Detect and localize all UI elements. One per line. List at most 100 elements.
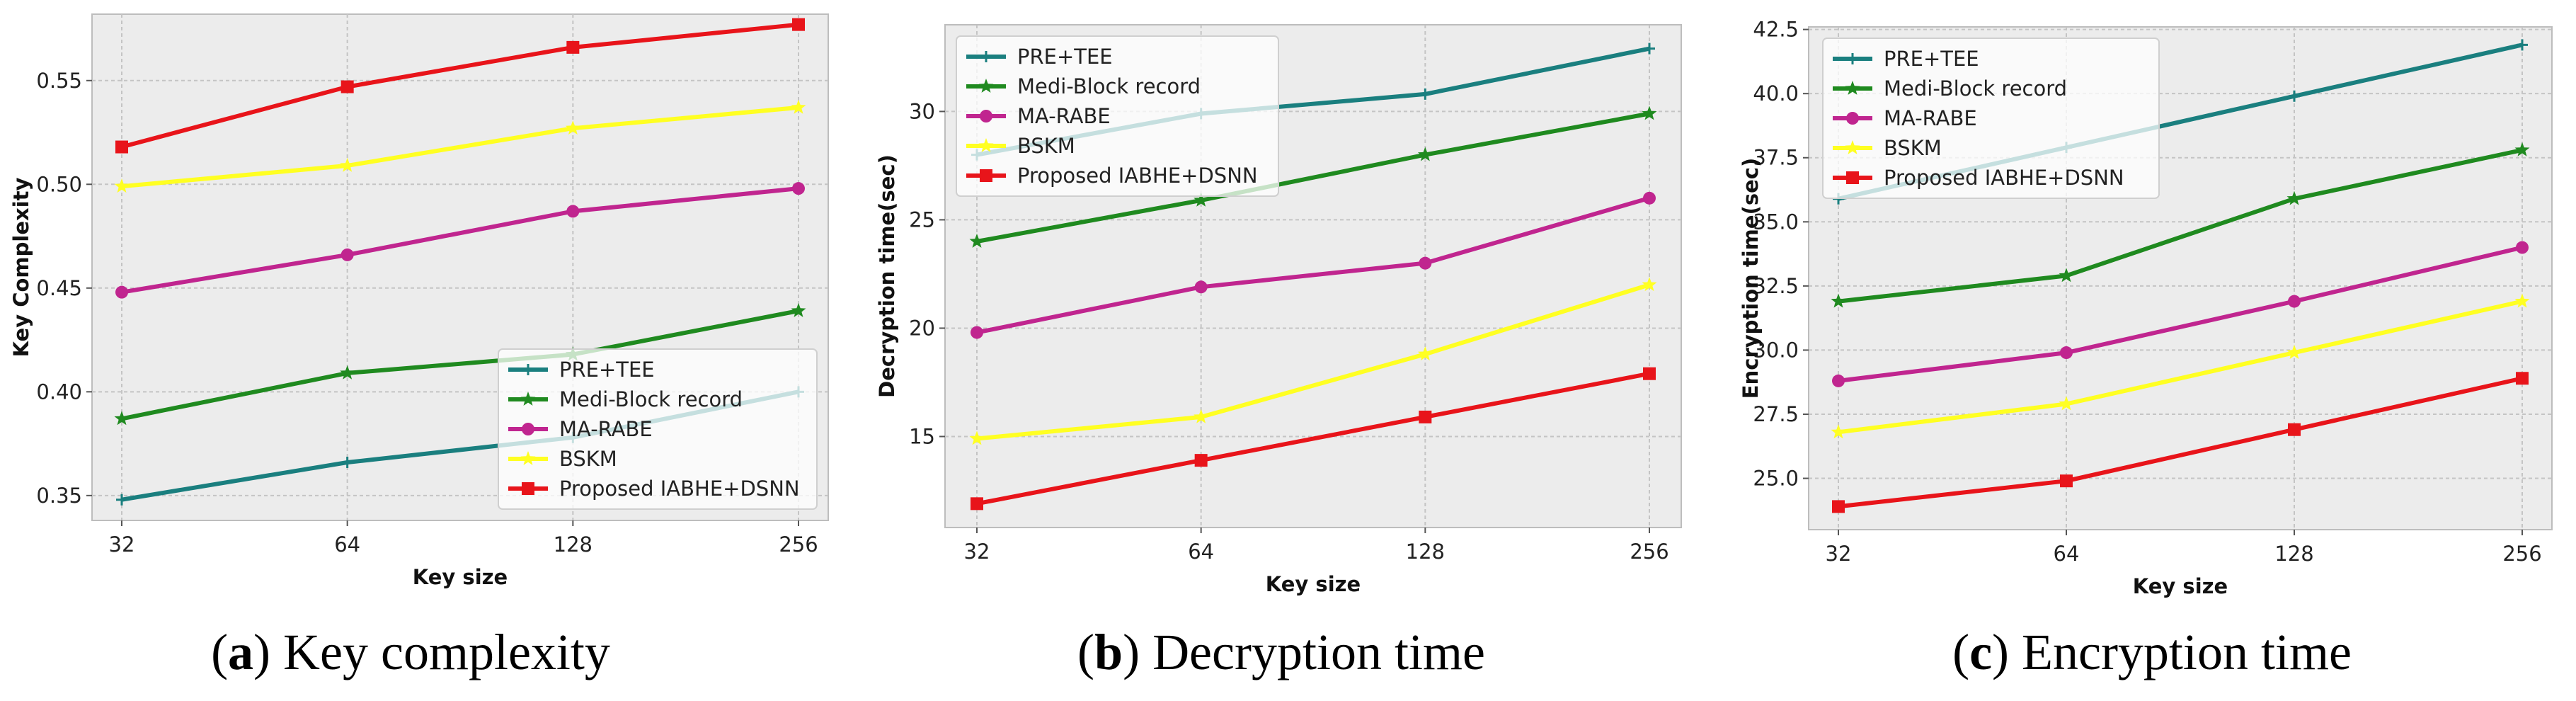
chart-panel-3: 25.0 27.5 30.0 32.5 35.0 37.5 40.0 42.5 32 64 128 2… [1739,18,2553,598]
data-point [340,80,354,93]
series-line-5 [121,22,799,149]
x-tick-label: 64 [1188,540,1214,564]
data-point [1832,500,1845,513]
series-line-2 [976,111,1650,244]
data-point [1643,191,1656,205]
data-point [792,18,805,31]
data-point [340,157,355,172]
data-point [1419,88,1431,100]
data-point [2060,474,2073,488]
data-point [116,494,127,506]
data-point [1831,424,1846,439]
legend-marker [520,392,536,406]
y-tick-label: 42.5 [1753,18,1799,42]
x-axis-label: Key size [1266,572,1361,596]
legend-label: Proposed IABHE+DSNN [559,477,800,501]
legend-box [498,348,818,510]
y-tick-label: 0.45 [36,276,82,300]
data-point [114,411,130,426]
series-line-3 [1838,245,2523,383]
data-point [115,285,128,299]
legend-label: BSKM [1017,134,1075,158]
legend-marker [978,138,994,152]
x-tick-label: 32 [109,532,135,557]
data-point [2517,39,2528,51]
legend-label: PRE+TEE [1017,45,1113,69]
legend: PRE+TEE Medi-Block record MA-RABE BSKM Propo… [956,35,1279,197]
data-point [1831,293,1846,308]
legend-label: MA-RABE [1017,104,1111,128]
series-line-3 [976,195,1650,335]
data-point [791,99,806,114]
legend-marker [1847,53,1858,64]
data-point [971,497,983,511]
y-tick-label: 0.55 [36,69,82,93]
x-tick-label: 128 [1406,540,1445,564]
data-point [114,178,130,193]
series-line-2 [1838,147,2523,304]
legend-label: PRE+TEE [1884,47,1979,71]
x-tick-label: 128 [554,532,593,557]
data-point [2288,423,2301,436]
legend-label: Proposed IABHE+DSNN [1017,164,1258,188]
data-point [1643,367,1656,380]
y-tick-label: 32.5 [1753,274,1799,298]
x-axis-label: Key size [2133,574,2228,598]
y-tick-label: 35.0 [1753,210,1799,234]
caption-a: (a) Key complexity [211,624,610,680]
legend-label: MA-RABE [1884,106,1977,130]
legend-marker [1846,112,1859,125]
data-point [566,205,580,218]
y-tick-label: 30 [909,99,935,123]
data-point [566,40,580,54]
legend-label: Proposed IABHE+DSNN [1884,166,2124,190]
data-point [1419,256,1432,270]
data-point [2516,372,2529,385]
y-tick-label: 37.5 [1753,146,1799,170]
legend-label: Medi-Block record [559,387,743,411]
legend-marker [980,51,992,62]
data-point [2516,241,2529,254]
legend-marker [1845,140,1860,154]
data-point [2059,268,2074,283]
data-point [1642,277,1657,292]
legend-marker [520,451,536,465]
legend-box [956,35,1279,197]
x-tick-label: 64 [2054,542,2080,566]
y-tick-label: 0.35 [36,484,82,508]
data-point [1194,454,1208,467]
data-point [2514,293,2530,308]
data-point [792,182,805,195]
caption-c: (c) Encryption time [1952,624,2352,680]
legend-label: Medi-Block record [1017,74,1201,98]
data-point [2514,142,2530,156]
y-tick-label: 40.0 [1753,81,1799,106]
data-point [340,248,354,261]
legend-label: BSKM [559,447,617,471]
legend-marker [522,423,534,435]
data-point [2288,295,2301,308]
x-tick-label: 256 [2502,542,2541,566]
data-point [1417,346,1433,361]
series-line-3 [121,186,799,295]
y-axis-label: Encryption time(sec) [1739,158,1763,399]
legend-marker [978,79,994,93]
data-point [1644,42,1655,55]
data-point [1417,147,1433,161]
data-point [565,120,580,135]
series-line-2 [121,309,799,421]
x-tick-label: 32 [1826,542,1852,566]
y-axis-label: Key Complexity [9,177,33,357]
legend: PRE+TEE Medi-Block record MA-RABE BSKM Propo… [1822,38,2160,199]
y-tick-label: 0.40 [36,380,82,404]
y-tick-label: 27.5 [1753,402,1799,426]
data-point [1193,192,1209,207]
y-axis-label: Decryption time(sec) [875,154,899,398]
chart-panel-2: 15 20 25 30 32 64 128 256 Key size Decryption tim… [875,24,1682,596]
legend-label: Medi-Block record [1884,76,2067,101]
data-point [2060,346,2073,360]
x-tick-label: 128 [2274,542,2313,566]
data-point [2289,90,2300,102]
data-point [115,140,128,154]
legend-label: MA-RABE [559,417,653,441]
